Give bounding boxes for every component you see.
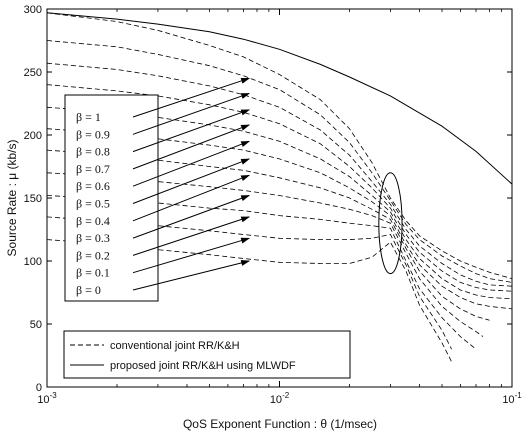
beta-label: β = 0.7 bbox=[76, 162, 110, 176]
y-tick-label: 300 bbox=[24, 4, 42, 16]
series-line-beta-2 bbox=[46, 40, 513, 283]
legend-label: conventional joint RR/K&H bbox=[110, 340, 240, 352]
beta-arrow bbox=[132, 124, 251, 170]
series-line-beta-1 bbox=[46, 12, 513, 279]
y-tick-label: 50 bbox=[30, 319, 42, 331]
beta-arrow bbox=[132, 216, 251, 256]
beta-arrow bbox=[132, 158, 251, 204]
beta-box bbox=[64, 94, 159, 302]
legend-label: proposed joint RR/K&H using MLWDF bbox=[110, 360, 296, 372]
beta-label: β = 0.2 bbox=[76, 248, 110, 262]
beta-arrow bbox=[132, 195, 251, 239]
beta-label: β = 0 bbox=[76, 283, 101, 297]
beta-label: β = 0.9 bbox=[76, 127, 110, 141]
beta-arrow bbox=[132, 260, 251, 291]
y-tick-label: 250 bbox=[24, 67, 42, 79]
y-tick-label: 200 bbox=[24, 130, 42, 142]
beta-arrow bbox=[132, 109, 251, 153]
crossover-ellipse bbox=[378, 172, 403, 275]
beta-label: β = 0.3 bbox=[76, 231, 110, 245]
beta-arrow bbox=[132, 140, 251, 187]
beta-arrow bbox=[132, 237, 251, 274]
beta-arrow bbox=[132, 174, 251, 222]
beta-label: β = 0.4 bbox=[76, 214, 110, 228]
beta-arrow bbox=[132, 92, 251, 135]
y-tick-label: 150 bbox=[24, 193, 42, 205]
legend-box bbox=[63, 330, 351, 379]
beta-arrow bbox=[132, 77, 251, 118]
beta-label: β = 1 bbox=[76, 110, 101, 124]
y-tick-label: 0 bbox=[36, 382, 42, 394]
beta-label: β = 0.6 bbox=[76, 179, 110, 193]
series-line-beta-4 bbox=[46, 84, 513, 292]
beta-label: β = 0.5 bbox=[76, 197, 110, 211]
series-line-beta-5 bbox=[46, 106, 513, 300]
series-line-beta-10 bbox=[46, 216, 452, 350]
x-tick-label: 10-3 bbox=[37, 391, 57, 406]
series-line-beta-3 bbox=[46, 62, 513, 287]
series-line-proposed bbox=[46, 12, 513, 185]
beta-label: β = 0.1 bbox=[76, 266, 110, 280]
y-tick-label: 100 bbox=[24, 256, 42, 268]
y-axis-label: Source Rate : μ (kb/s) bbox=[5, 140, 19, 257]
series-line-beta-7 bbox=[46, 149, 490, 321]
beta-label: β = 0.8 bbox=[76, 145, 110, 159]
series-line-beta-6 bbox=[46, 128, 513, 310]
x-tick-label: 10-1 bbox=[502, 391, 522, 406]
x-tick-label: 10-2 bbox=[270, 391, 290, 406]
x-axis-label: QoS Exponent Function : θ (1/msec) bbox=[183, 417, 377, 431]
series-line-beta-11 bbox=[46, 239, 452, 362]
